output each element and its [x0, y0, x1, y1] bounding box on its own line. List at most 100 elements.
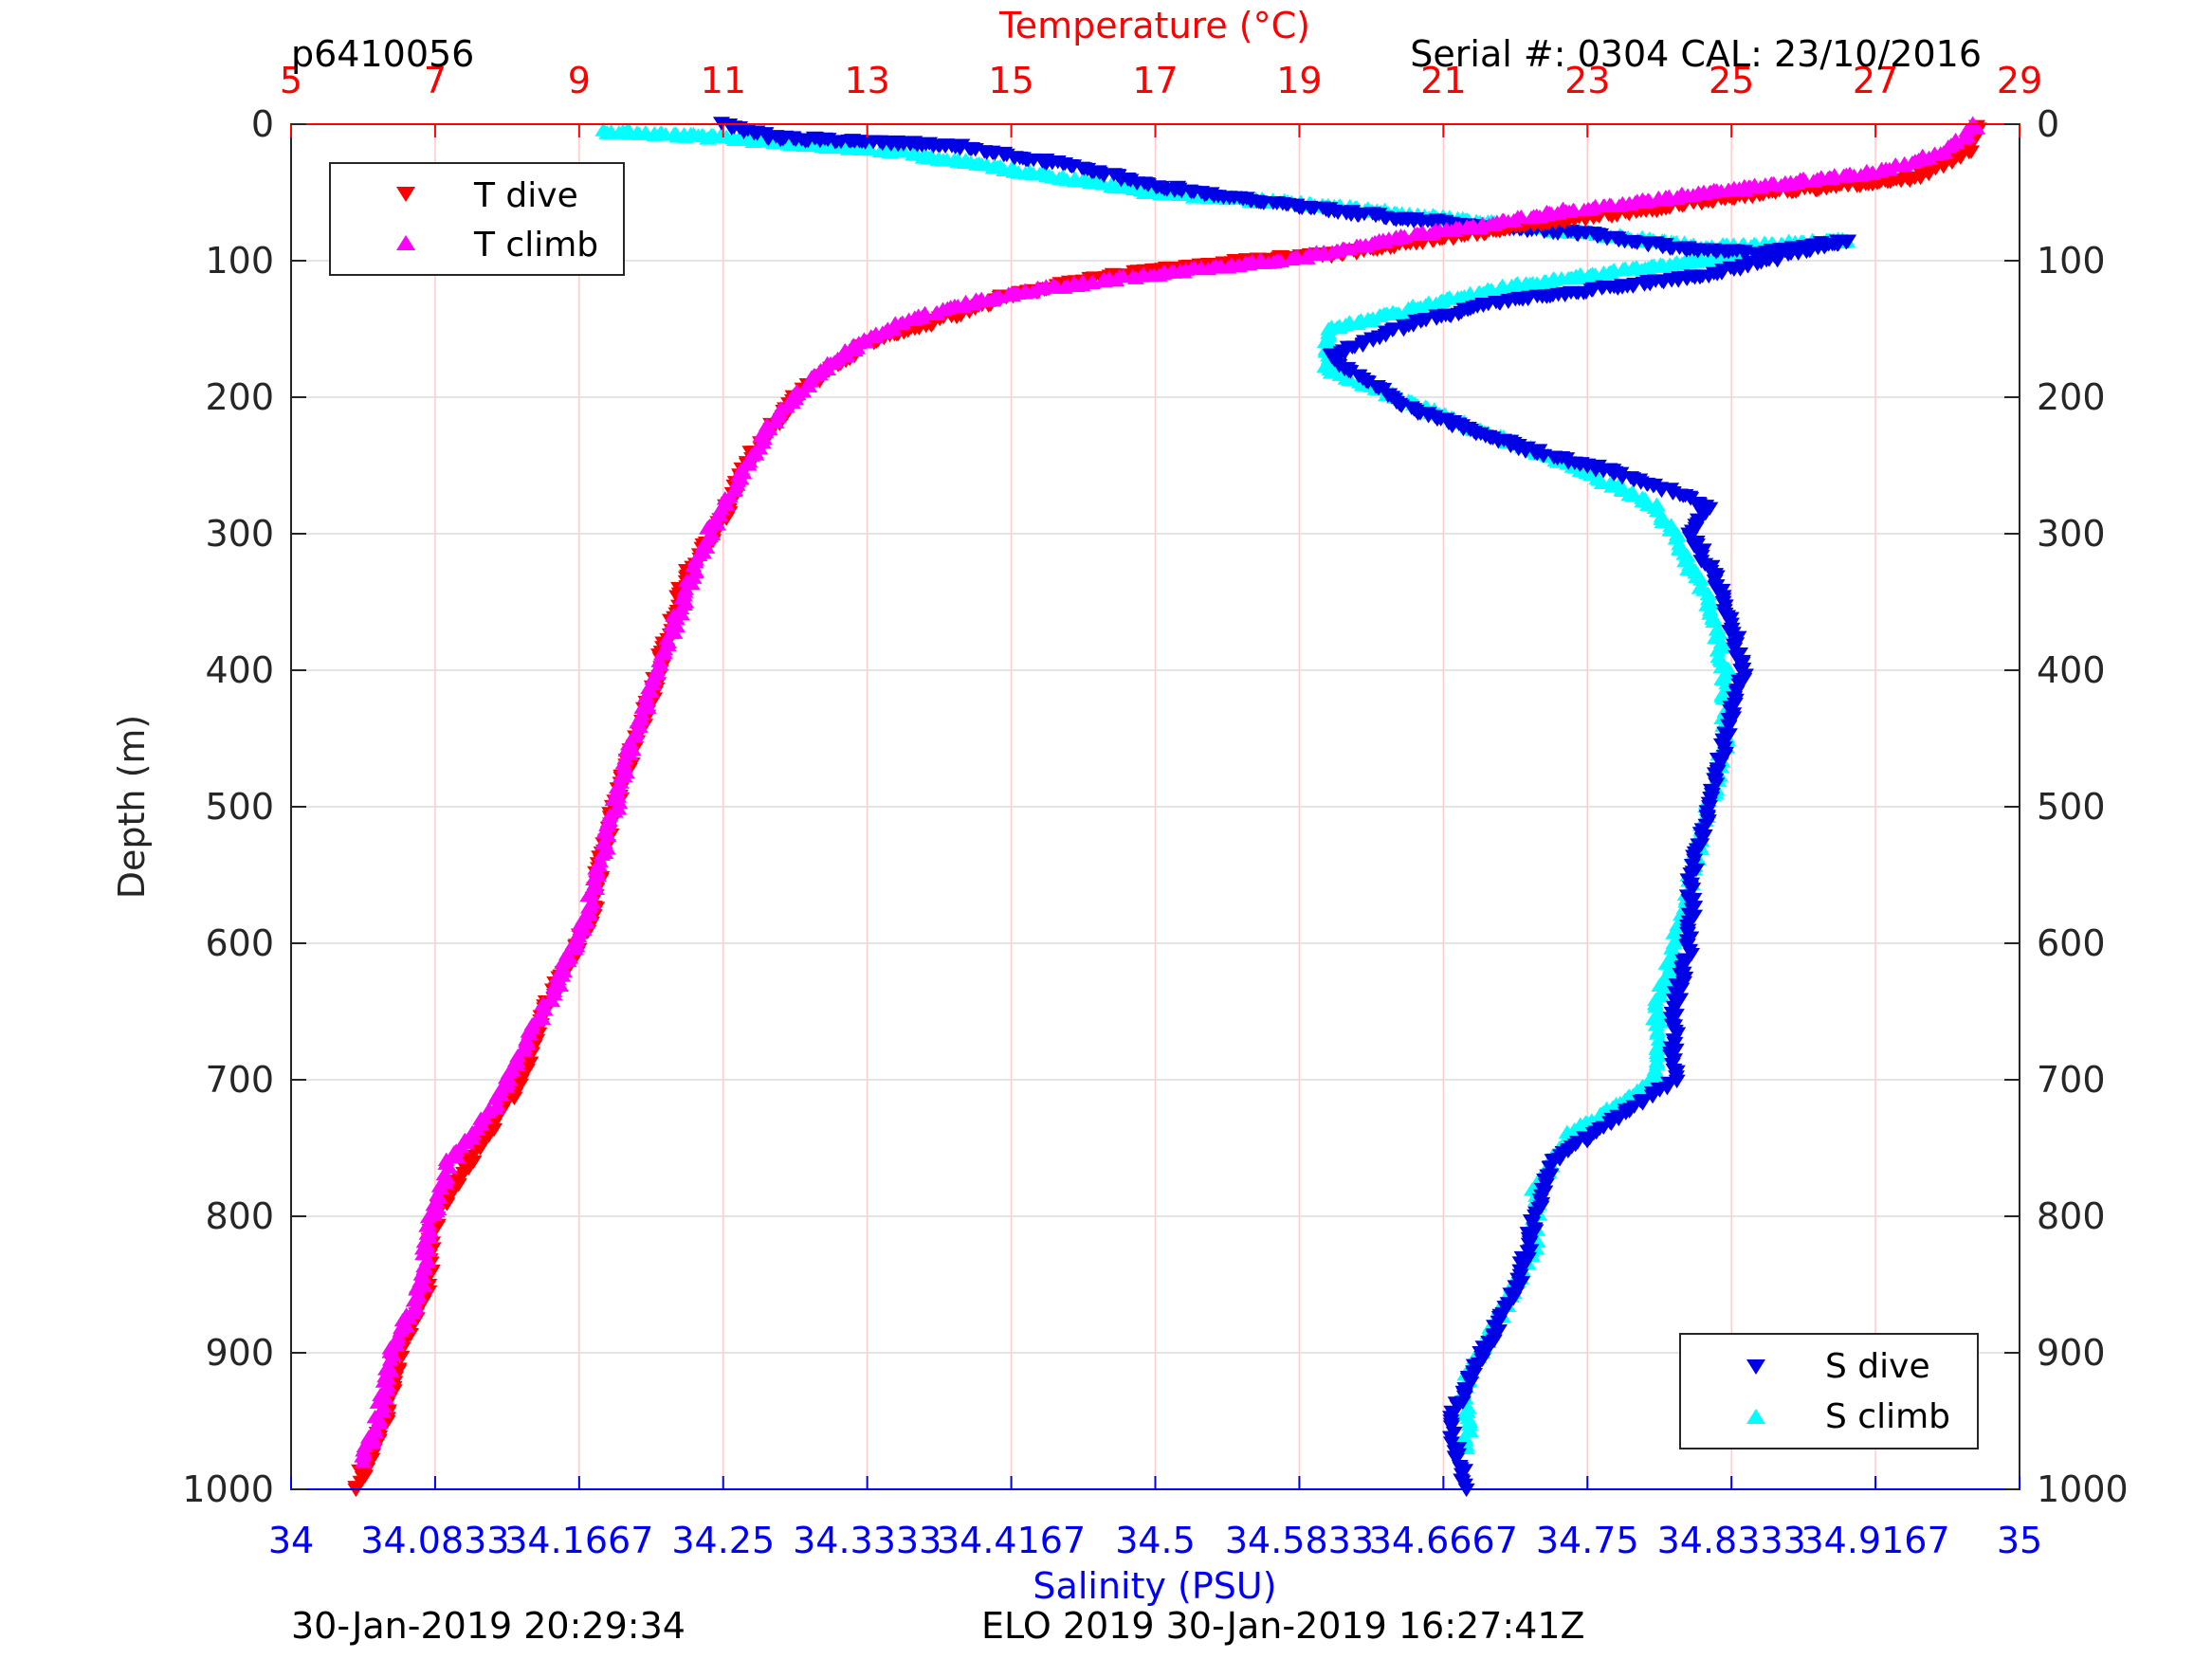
legend-marker-s-climb — [1746, 1409, 1765, 1424]
data-point — [1316, 334, 1334, 349]
temperature-tick-label: 21 — [1420, 60, 1466, 101]
data-point — [1654, 514, 1672, 528]
data-point — [1507, 1280, 1525, 1294]
data-point — [1341, 372, 1359, 387]
salinity-tick-label: 34.0833 — [360, 1520, 509, 1561]
depth-tick-label-left: 300 — [205, 513, 274, 555]
depth-tick-label-left: 700 — [205, 1059, 274, 1101]
salinity-tick-label: 34.9167 — [1801, 1520, 1950, 1561]
data-point — [566, 940, 584, 956]
data-point — [1579, 460, 1597, 474]
depth-tick-label-right: 900 — [2037, 1332, 2106, 1374]
temperature-axis-title: Temperature (°C) — [998, 5, 1310, 46]
data-point — [419, 1209, 437, 1224]
data-point — [543, 993, 561, 1008]
legend-label-t-dive: T dive — [473, 176, 578, 215]
profile-id: p6410056 — [291, 33, 474, 75]
salinity-tick-label: 34.5833 — [1225, 1520, 1374, 1561]
temperature-tick-label: 5 — [280, 60, 302, 101]
data-point — [1780, 247, 1798, 263]
temperature-tick-label: 23 — [1564, 60, 1610, 101]
legend-marker-s-dive — [1746, 1359, 1765, 1375]
depth-tick-label-left: 200 — [205, 376, 274, 418]
depth-tick-label-right: 200 — [2037, 376, 2106, 418]
depth-tick-label-left: 100 — [205, 240, 274, 282]
temperature-tick-label: 17 — [1132, 60, 1178, 101]
data-point — [1549, 227, 1567, 241]
data-point — [1342, 365, 1360, 379]
legend-label-t-climb: T climb — [473, 226, 598, 264]
legend-box — [329, 162, 625, 276]
depth-tick-label-left: 500 — [205, 786, 274, 828]
temperature-tick-label: 13 — [844, 60, 889, 101]
data-point — [1691, 572, 1709, 586]
salinity-axis-title: Salinity (PSU) — [1033, 1565, 1276, 1607]
data-point — [354, 1454, 372, 1468]
data-point — [486, 1091, 504, 1105]
data-point — [999, 286, 1017, 301]
depth-axis-title: Depth (m) — [111, 715, 153, 900]
data-point — [1662, 1012, 1680, 1026]
data-point — [672, 600, 690, 615]
salinity-tick-label: 34 — [268, 1520, 314, 1561]
salinity-tick-label: 34.75 — [1536, 1520, 1639, 1561]
salinity-tick-label: 35 — [1997, 1520, 2042, 1561]
data-point — [1541, 1160, 1559, 1176]
data-point — [1282, 251, 1300, 266]
temperature-tick-label: 7 — [424, 60, 447, 101]
depth-tick-label-right: 1000 — [2037, 1468, 2129, 1510]
data-point — [1643, 1089, 1661, 1104]
data-point — [593, 847, 611, 861]
depth-tick-label-left: 0 — [251, 103, 274, 145]
mission-label: ELO 2019 30-Jan-2019 16:27:41Z — [981, 1605, 1585, 1647]
legend-marker-t-dive — [396, 187, 415, 202]
salinity-tick-label: 34.6667 — [1369, 1520, 1518, 1561]
depth-tick-label-right: 300 — [2037, 513, 2106, 555]
data-point — [1650, 191, 1668, 205]
legend-salinity: S dive S climb — [1679, 1333, 1979, 1449]
series-s-dive — [712, 117, 1857, 1498]
series-t-climb — [354, 116, 1986, 1468]
data-point — [1709, 643, 1727, 657]
data-point — [1602, 1117, 1620, 1131]
data-series — [347, 116, 1987, 1498]
data-point — [1624, 488, 1642, 502]
depth-tick-label-right: 700 — [2037, 1059, 2106, 1101]
salinity-tick-label: 34.3333 — [793, 1520, 941, 1561]
salinity-tick-label: 34.5 — [1115, 1520, 1196, 1561]
legend-label-s-dive: S dive — [1825, 1347, 1930, 1386]
depth-tick-label-left: 1000 — [182, 1468, 274, 1510]
temperature-tick-label: 11 — [701, 60, 746, 101]
depth-tick-label-left: 400 — [205, 649, 274, 691]
temperature-tick-label: 27 — [1853, 60, 1898, 101]
temperature-tick-label: 9 — [568, 60, 591, 101]
data-point — [862, 141, 880, 156]
salinity-tick-label: 34.1667 — [504, 1520, 653, 1561]
depth-tick-label-left: 800 — [205, 1195, 274, 1237]
depth-tick-label-right: 800 — [2037, 1195, 2106, 1237]
data-point — [796, 135, 814, 149]
gridlines — [291, 124, 2020, 1489]
data-point — [1968, 120, 1986, 135]
depth-tick-label-right: 100 — [2037, 240, 2106, 282]
legend-label-s-climb: S climb — [1825, 1397, 1950, 1436]
salinity-tick-label: 34.25 — [671, 1520, 775, 1561]
legend-box — [1679, 1333, 1979, 1449]
salinity-tick-label: 34.4167 — [937, 1520, 1086, 1561]
serial-calibration-label: Serial #: 0304 CAL: 23/10/2016 — [1410, 33, 1982, 75]
data-point — [1406, 227, 1424, 241]
temperature-tick-label: 29 — [1997, 60, 2042, 101]
depth-tick-label-right: 0 — [2037, 103, 2059, 145]
axis-ticks: 5 34 7 34.0833 9 34.1667 11 34.25 13 34.3333 15 34.… — [182, 60, 2128, 1561]
data-point — [405, 1293, 423, 1307]
legend-temperature: T dive T climb — [329, 162, 625, 276]
temperature-tick-label: 19 — [1276, 60, 1322, 101]
data-point — [1094, 272, 1112, 287]
salinity-tick-label: 34.8333 — [1657, 1520, 1806, 1561]
plot-timestamp: 30-Jan-2019 20:29:34 — [291, 1605, 686, 1647]
temperature-tick-label: 25 — [1709, 60, 1754, 101]
data-point — [1686, 539, 1704, 554]
data-point — [1520, 1251, 1538, 1267]
data-point — [1095, 169, 1113, 183]
